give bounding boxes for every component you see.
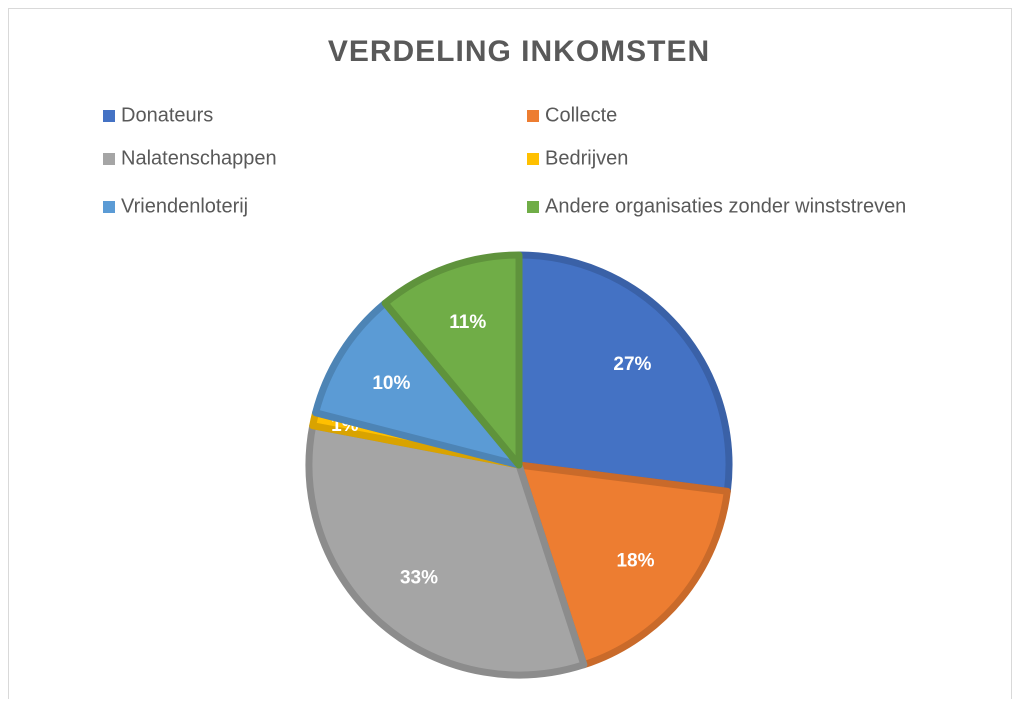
chart-title: VERDELING INKOMSTEN — [328, 35, 710, 68]
legend-swatch — [527, 201, 539, 213]
data-label: 27% — [613, 354, 651, 375]
data-label: 11% — [449, 312, 486, 333]
legend-label: Andere organisaties zonder winststreven — [545, 195, 906, 217]
pie-slice — [515, 251, 733, 495]
legend-label: Collecte — [545, 104, 617, 126]
legend-swatch — [103, 153, 115, 165]
pie-slice — [305, 422, 588, 679]
legend-label: Donateurs — [121, 104, 213, 126]
legend-label: Bedrijven — [545, 147, 628, 169]
legend-swatch — [103, 201, 115, 213]
legend-swatch — [103, 110, 115, 122]
data-label: 10% — [372, 373, 410, 394]
data-label: 18% — [616, 550, 654, 571]
data-label: 33% — [400, 567, 438, 588]
legend-swatch — [527, 110, 539, 122]
legend-label: Vriendenloterij — [121, 195, 248, 217]
legend-label: Nalatenschappen — [121, 147, 277, 169]
pie-slice — [312, 299, 523, 469]
legend-swatch — [527, 153, 539, 165]
pie-slice — [381, 251, 523, 469]
